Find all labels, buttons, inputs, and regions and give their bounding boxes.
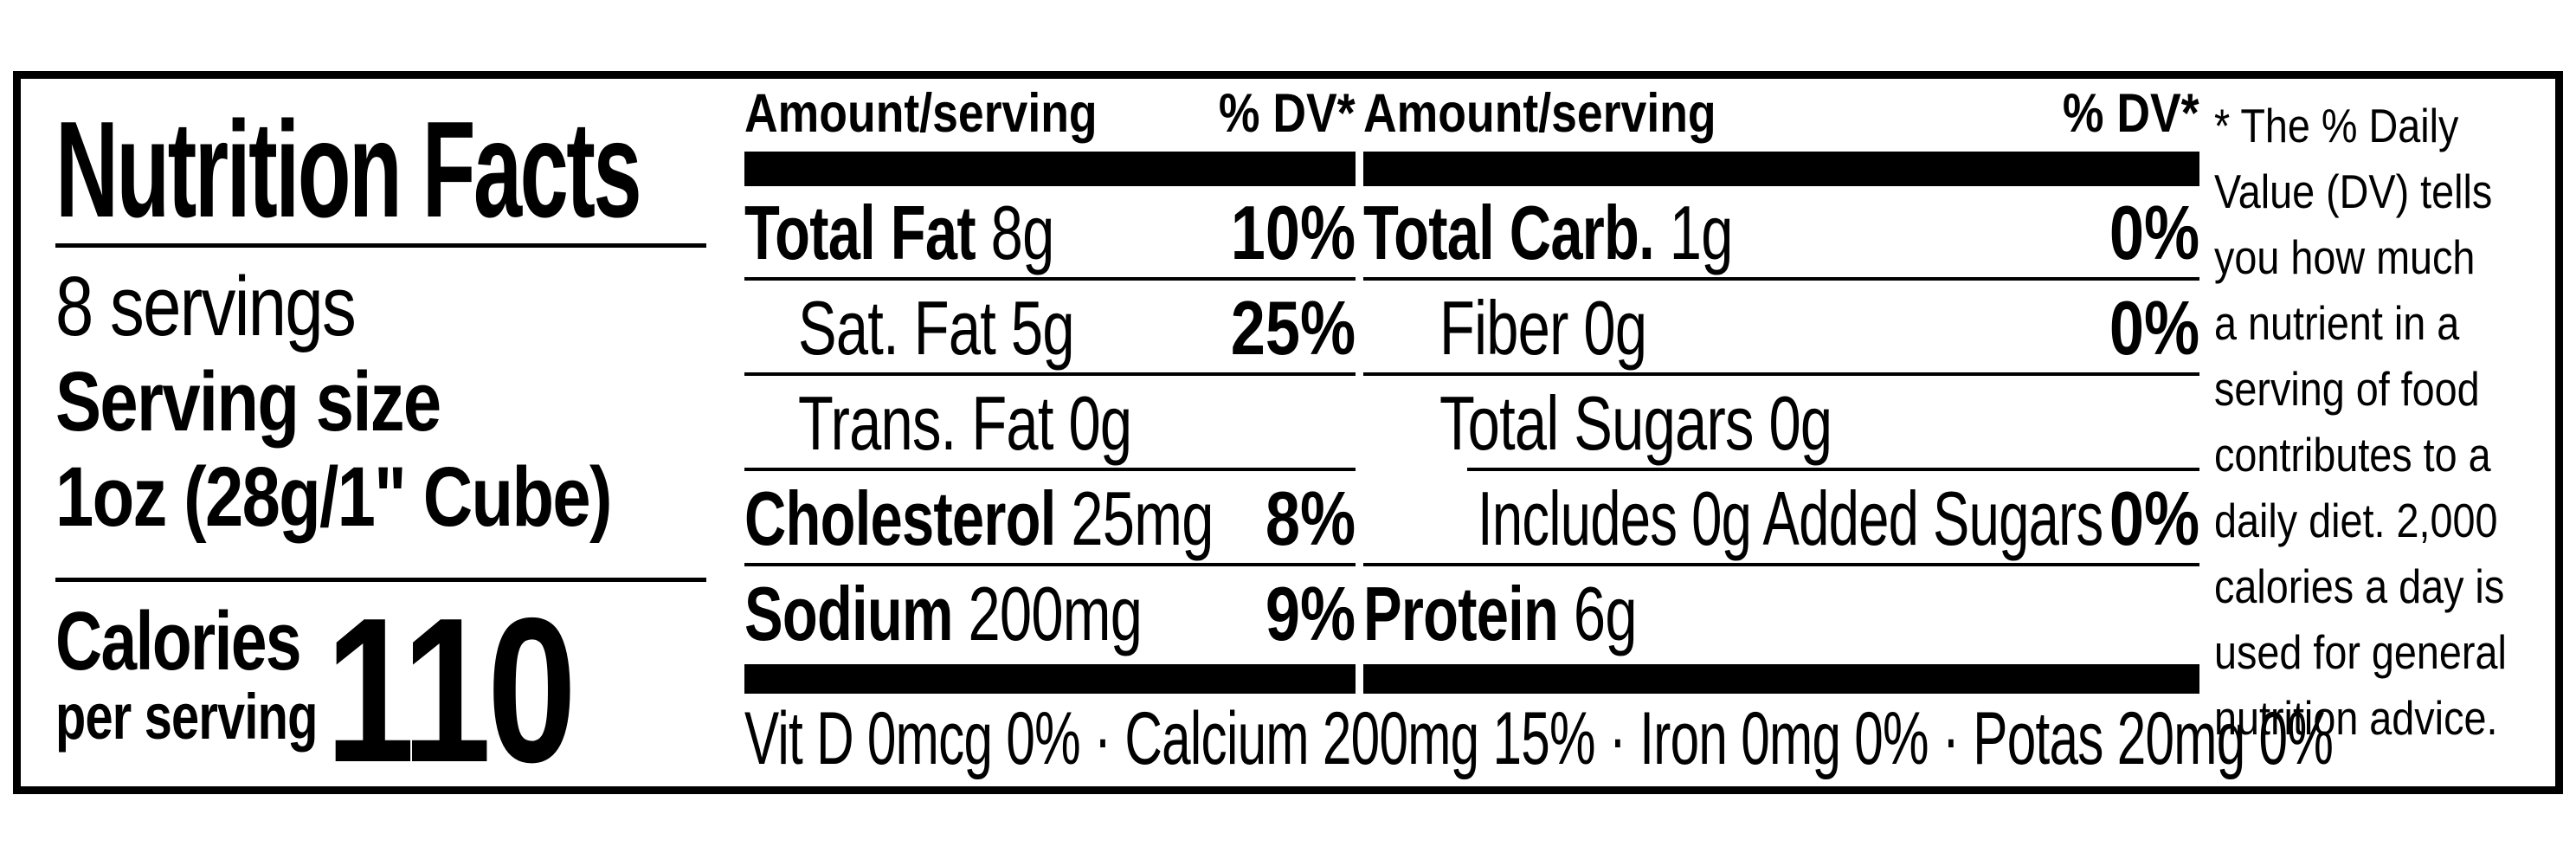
calories-value: 110 (325, 576, 576, 805)
dv-value: 0% (2109, 285, 2199, 371)
divider (55, 243, 706, 248)
dv-value: 8% (1265, 475, 1356, 561)
footnote-line: * The % Daily (2214, 99, 2459, 152)
thick-bar (1363, 664, 2199, 694)
nutrition-facts-panel: Nutrition Facts 8 servings Serving size … (13, 71, 2563, 794)
dv-value: 9% (1265, 571, 1356, 656)
calories-sublabel: per serving (55, 681, 318, 753)
thick-bar (744, 152, 1356, 186)
row-trans-fat: Trans. Fat 0g (798, 380, 1132, 466)
row-total-carb: Total Carb. 1g 0% (1363, 185, 2199, 281)
column1-header: Amount/serving % DV* (744, 86, 1356, 141)
footnote-line: nutrition advice. (2214, 691, 2498, 745)
row-total-fat: Total Fat 8g 10% (744, 185, 1356, 281)
row-cholesterol: Cholesterol 25mg 8% (744, 471, 1356, 566)
micronutrients-line: Vit D 0mcg 0% · Calcium 200mg 15% · Iron… (744, 697, 2334, 780)
divider (744, 277, 1356, 281)
footnote-line: calories a day is (2214, 559, 2505, 613)
serving-size-label: Serving size (55, 354, 441, 449)
footnote-line: daily diet. 2,000 (2214, 494, 2498, 547)
nutrient-column-1: Amount/serving % DV* Total Fat 8g 10% Sa… (744, 79, 1356, 786)
row-total-sugars: Total Sugars 0g (1439, 380, 1832, 466)
row-protein: Protein 6g (1363, 571, 1638, 656)
divider (744, 563, 1356, 566)
divider (744, 468, 1356, 471)
daily-value-footnote: * The % Daily Value (DV) tells you how m… (2214, 93, 2553, 751)
divider (1363, 372, 2199, 376)
dv-value: 10% (1230, 190, 1356, 275)
footnote-line: you how much (2214, 230, 2476, 284)
calories-label: Calories (55, 595, 302, 688)
divider (1467, 468, 2199, 471)
amount-serving-header: Amount/serving (744, 83, 1098, 144)
divider (744, 372, 1356, 376)
nutrient-column-2: Amount/serving % DV* Total Carb. 1g 0% F… (1363, 79, 2199, 786)
divider (1363, 277, 2199, 281)
row-fiber: Fiber 0g 0% (1363, 281, 2199, 376)
thick-bar (1363, 152, 2199, 186)
serving-size-value: 1oz (28g/1" Cube) (55, 449, 612, 544)
footnote-line: Value (DV) tells (2214, 165, 2493, 218)
row-sat-fat: Sat. Fat 5g 25% (744, 281, 1356, 376)
column2-header: Amount/serving % DV* (1363, 86, 2199, 141)
divider (1363, 563, 2199, 566)
divider (55, 578, 706, 582)
percent-dv-header: % DV* (1219, 83, 1356, 144)
dv-value: 0% (2109, 475, 2199, 561)
footnote-line: contributes to a (2214, 428, 2491, 481)
thick-bar (744, 664, 1356, 694)
servings-per-container: 8 servings (55, 259, 357, 353)
footnote-line: a nutrient in a (2214, 296, 2460, 350)
row-sodium: Sodium 200mg 9% (744, 566, 1356, 662)
page-title: Nutrition Facts (55, 101, 969, 238)
amount-serving-header: Amount/serving (1363, 83, 1716, 144)
percent-dv-header: % DV* (2063, 83, 2199, 144)
dv-value: 25% (1230, 285, 1356, 371)
footnote-line: used for general (2214, 625, 2507, 679)
row-added-sugars: Includes 0g Added Sugars 0% (1363, 471, 2199, 566)
footnote-line: serving of food (2214, 362, 2480, 416)
title-text: Nutrition Facts (55, 94, 642, 246)
dv-value: 0% (2109, 190, 2199, 275)
